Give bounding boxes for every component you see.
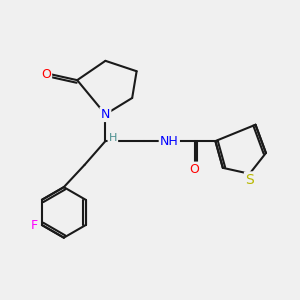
Text: S: S [245,173,254,187]
Text: H: H [109,133,117,143]
Text: NH: NH [160,135,179,148]
Text: O: O [41,68,51,81]
Text: O: O [190,163,200,176]
Text: F: F [31,218,38,232]
Text: N: N [101,108,110,121]
